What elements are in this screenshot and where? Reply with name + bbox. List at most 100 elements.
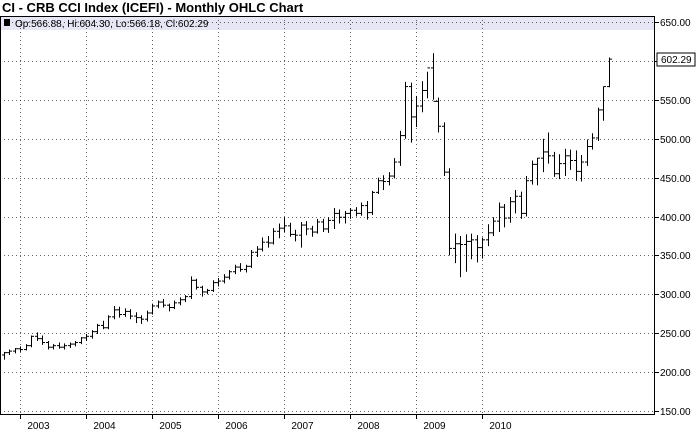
ohlc-bar xyxy=(200,285,205,297)
x-tick-label: 2007 xyxy=(291,421,314,432)
y-tick-label: 550.00 xyxy=(660,96,691,107)
ohlc-bar xyxy=(178,297,183,306)
ohlc-bar xyxy=(590,133,595,150)
last-price-marker: 602.29 xyxy=(656,52,696,67)
ohlc-bar xyxy=(414,95,419,128)
ohlc-bar xyxy=(326,217,331,233)
ohlc-bar xyxy=(381,175,386,191)
ohlc-bar xyxy=(354,207,359,217)
ohlc-bar xyxy=(13,347,18,354)
ohlc-bar xyxy=(486,224,491,247)
last-price-label: 602.29 xyxy=(661,55,692,66)
ohlc-bar xyxy=(546,132,551,164)
y-tick-label: 400.00 xyxy=(660,213,691,224)
ohlc-bar xyxy=(524,176,529,217)
ohlc-bar xyxy=(260,237,265,252)
ohlc-bar xyxy=(596,107,601,142)
ohlc-bar xyxy=(282,217,287,233)
ohlc-bar xyxy=(442,122,447,177)
ohlc-bar xyxy=(343,211,348,224)
ohlc-bar xyxy=(227,270,232,280)
ohlc-bar xyxy=(464,234,469,272)
ohlc-bar xyxy=(95,323,100,334)
ohlc-bar xyxy=(145,310,150,322)
ohlc-bar xyxy=(425,67,430,99)
ohlc-bar xyxy=(211,280,216,292)
y-axis: 150.00 200.00 250.00 300.00 350.00 400.00 450.… xyxy=(655,18,691,418)
gridlines xyxy=(0,16,655,415)
ohlc-bar xyxy=(139,315,144,324)
ohlc-bar xyxy=(244,264,249,273)
x-tick-label: 2004 xyxy=(93,421,116,432)
ohlc-bar xyxy=(128,309,133,320)
ohlc-bar xyxy=(161,298,166,308)
ohlc-bar xyxy=(299,221,304,248)
ohlc-bar xyxy=(321,218,326,233)
ohlc-bar xyxy=(62,343,67,350)
ohlc-bar xyxy=(431,53,436,102)
ohlc-bar xyxy=(574,150,579,181)
ohlc-bar xyxy=(359,202,364,216)
ohlc-bar xyxy=(387,172,392,186)
ohlc-bar xyxy=(73,340,78,347)
ohlc-bar xyxy=(189,276,194,299)
ohlc-bar xyxy=(106,315,111,330)
ohlc-bar xyxy=(293,229,298,242)
ohlc-bar xyxy=(35,332,40,341)
ohlc-bar xyxy=(563,148,568,177)
ohlc-bar xyxy=(29,335,34,348)
y-tick-label: 350.00 xyxy=(660,251,691,262)
ohlc-bar xyxy=(420,81,425,113)
ohlc-bar xyxy=(436,97,441,133)
ohlc-bar xyxy=(117,306,122,318)
ohlc-bar xyxy=(535,157,540,186)
ohlc-bar xyxy=(497,202,502,233)
ohlc-bar xyxy=(392,158,397,179)
info-band xyxy=(0,16,655,30)
ohlc-bar xyxy=(585,139,590,166)
ohlc-bar xyxy=(607,57,612,88)
chart-title: CI - CRB CCI Index (ICEFI) - Monthly OHL… xyxy=(2,0,304,15)
y-tick-label: 300.00 xyxy=(660,290,691,301)
y-tick-label: 650.00 xyxy=(660,18,691,29)
ohlc-bar xyxy=(150,303,155,315)
last-price-box xyxy=(656,52,696,67)
price-bars xyxy=(2,53,612,360)
ohlc-bar xyxy=(348,207,353,219)
ohlc-bar xyxy=(519,191,524,219)
ohlc-bar xyxy=(310,225,315,237)
ohlc-bar xyxy=(601,86,606,121)
ohlc-bar xyxy=(101,320,106,330)
ohlc-bar xyxy=(183,295,188,303)
ohlc-bar xyxy=(337,209,342,224)
ohlc-bar xyxy=(134,312,139,324)
ohlc-bar xyxy=(447,168,452,256)
ohlc-bar xyxy=(332,207,337,229)
x-tick-label: 2010 xyxy=(489,421,512,432)
ohlc-bar xyxy=(541,138,546,173)
ohlc-bar xyxy=(266,235,271,248)
ohlc-bar xyxy=(480,237,485,259)
ohlc-bar xyxy=(194,278,199,290)
y-tick-label: 450.00 xyxy=(660,174,691,185)
ohlc-bar xyxy=(216,277,221,287)
ohlc-bar xyxy=(458,235,463,278)
ohlc-bar xyxy=(46,340,51,350)
y-tick-label: 150.00 xyxy=(660,407,691,418)
ohlc-bar xyxy=(112,305,117,320)
ohlc-bar xyxy=(365,200,370,220)
ohlc-bar xyxy=(123,308,128,317)
ohlc-bar xyxy=(557,154,562,180)
ohlc-bar xyxy=(403,81,408,139)
y-tick-label: 250.00 xyxy=(660,329,691,340)
ohlc-bar xyxy=(552,151,557,177)
ohlc-bar xyxy=(469,233,474,260)
ohlc-bar xyxy=(233,264,238,275)
x-tick-label: 2006 xyxy=(225,421,248,432)
y-tick-label: 200.00 xyxy=(660,368,691,379)
ohlc-bar xyxy=(315,218,320,234)
ohlc-bar xyxy=(90,330,95,339)
ohlc-bar xyxy=(156,300,161,309)
ohlc-bar xyxy=(568,149,573,170)
